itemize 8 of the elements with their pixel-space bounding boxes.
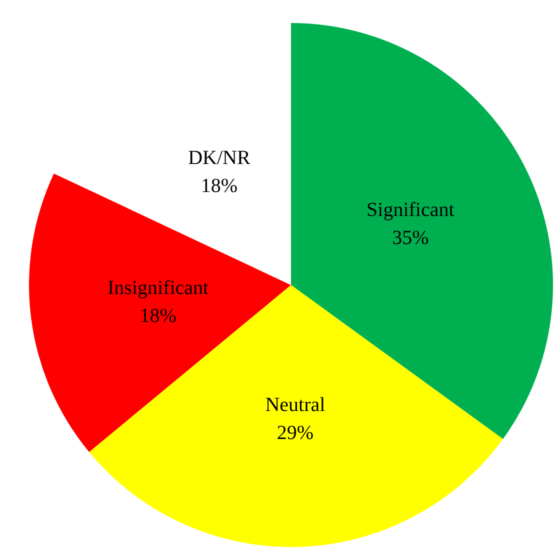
- data-label: 18%: [200, 174, 238, 197]
- slice-label: Significant: [366, 199, 455, 222]
- slice-label: Insignificant: [108, 276, 210, 299]
- slice-label: DK/NR: [188, 146, 251, 169]
- data-label: 29%: [276, 422, 314, 444]
- slice-label: Neutral: [265, 394, 326, 416]
- data-label: 18%: [140, 304, 176, 327]
- data-label: 35%: [392, 227, 429, 250]
